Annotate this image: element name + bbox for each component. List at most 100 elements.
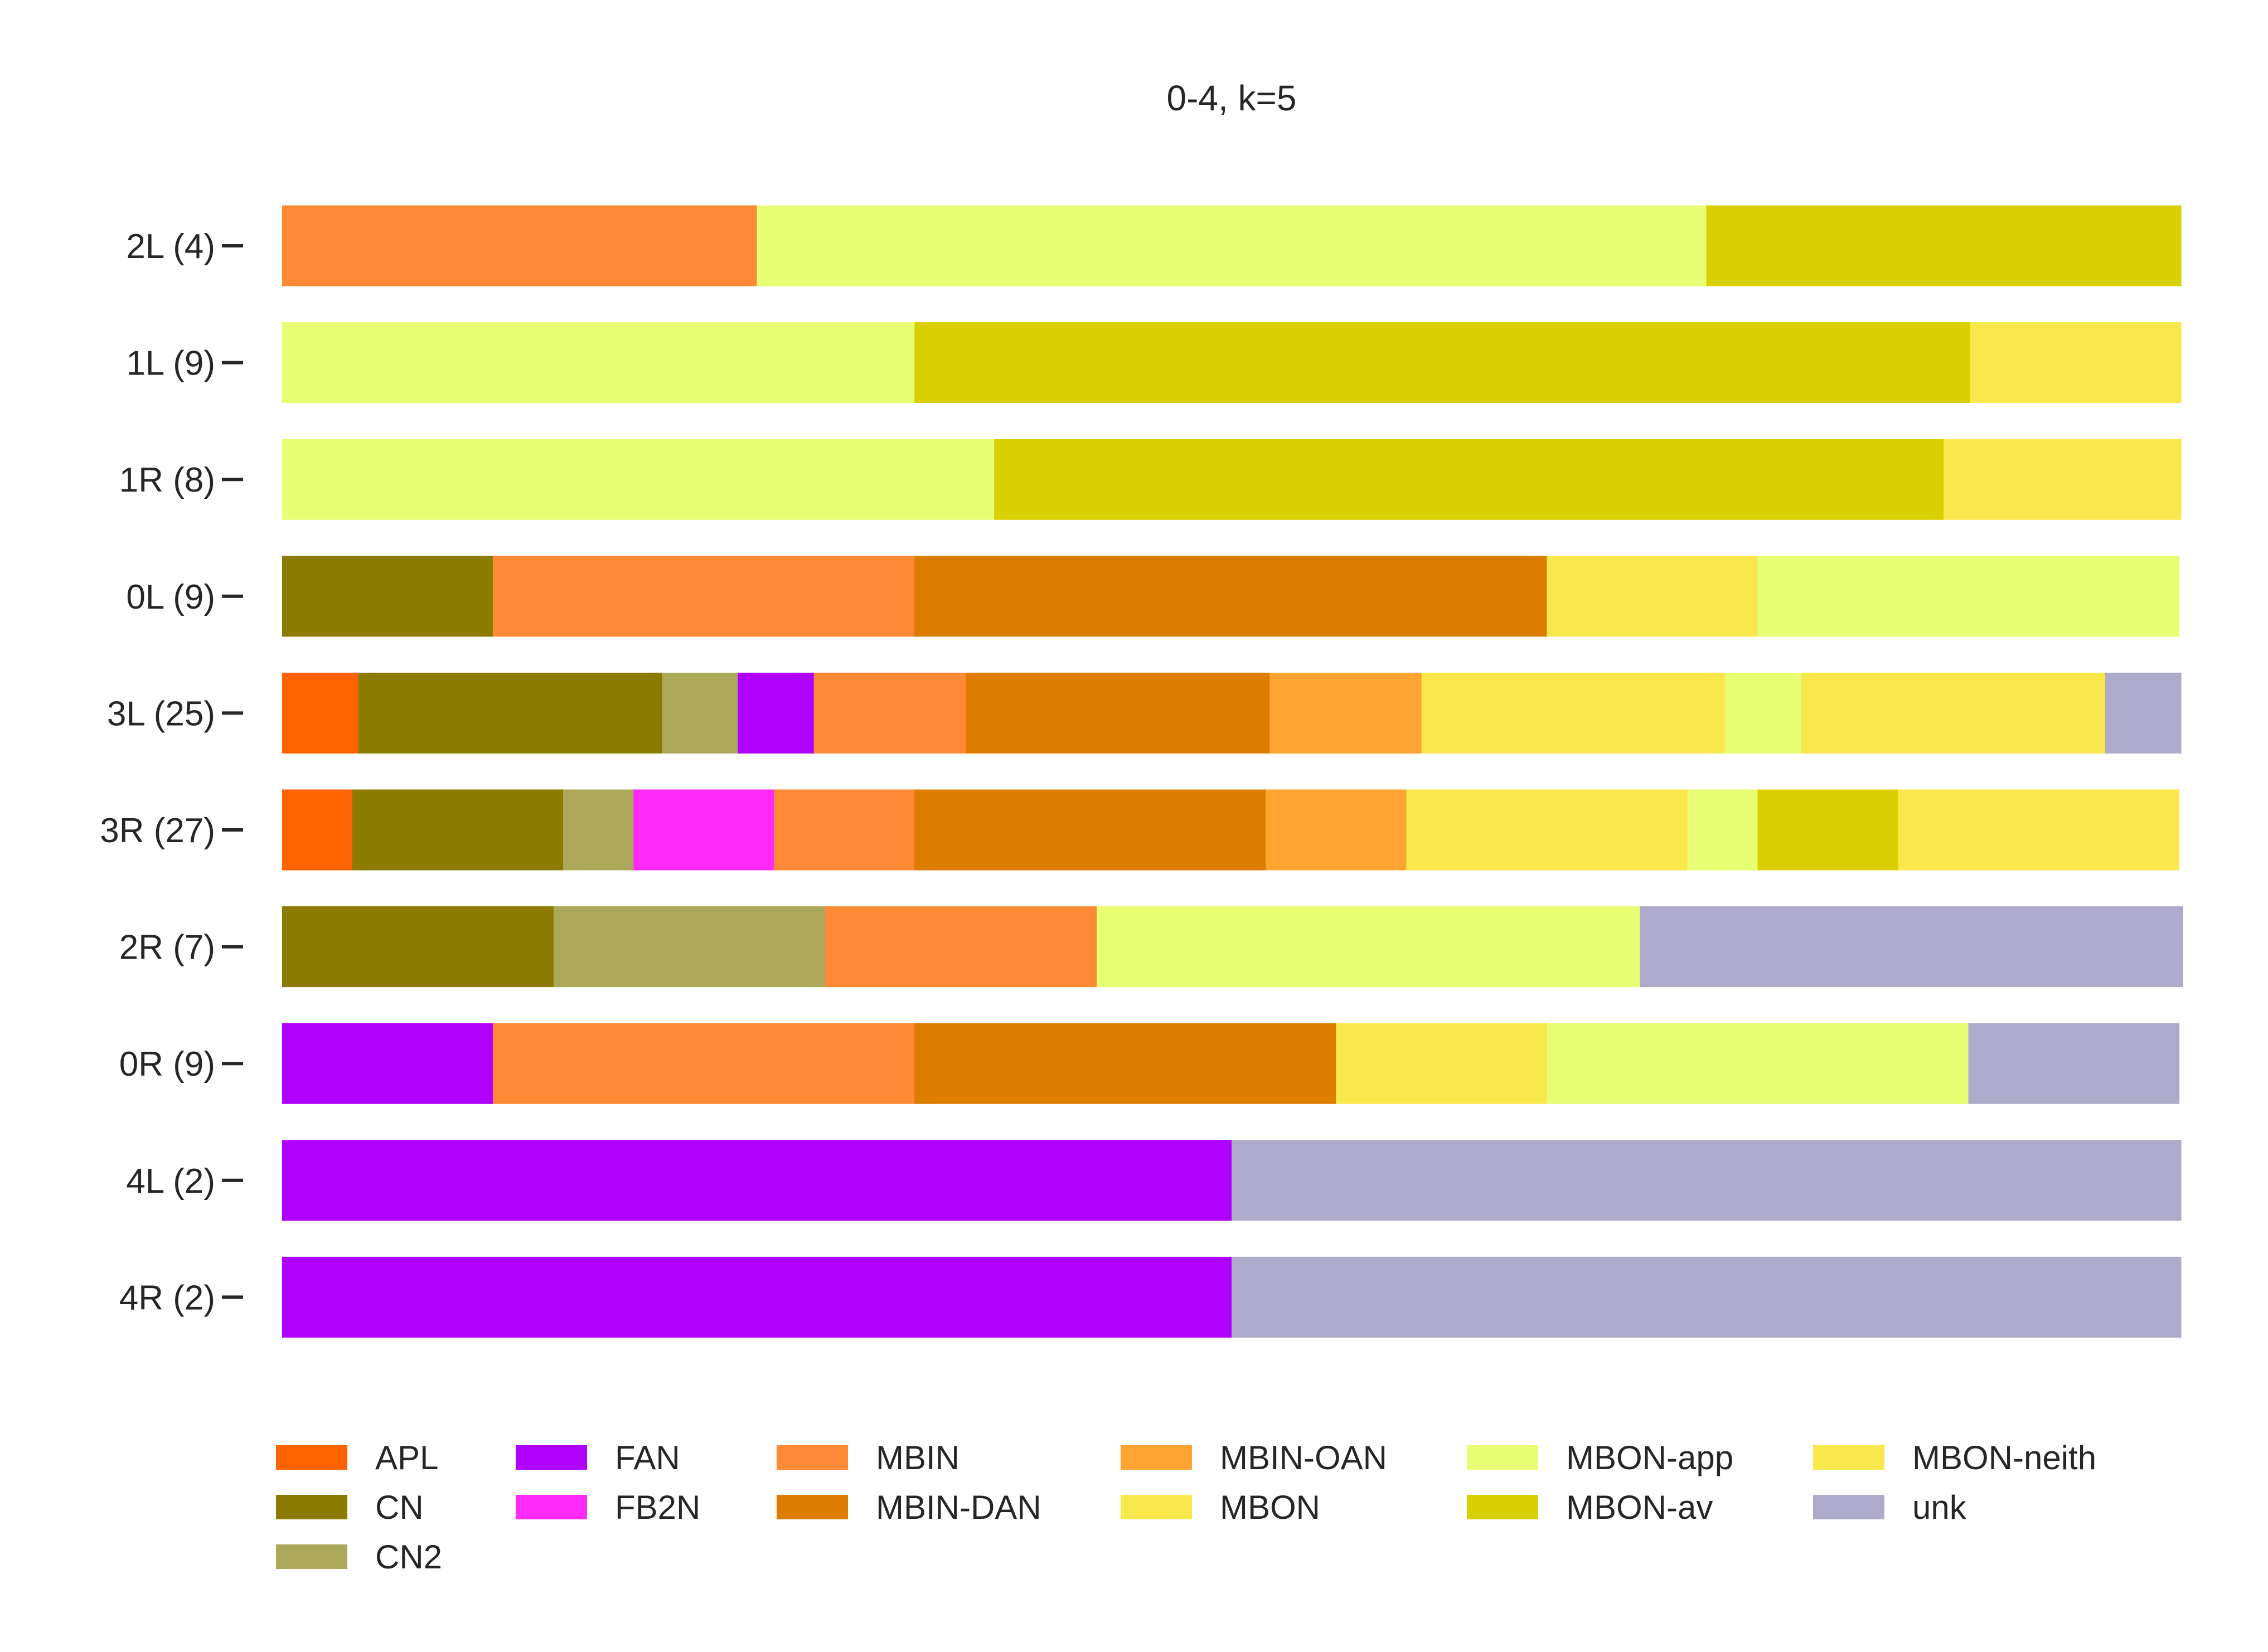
bar-segment-0r-9-mbin-dan bbox=[914, 1023, 1336, 1104]
bar-segment-1r-8-mbon-app bbox=[282, 439, 995, 520]
y-tick-label: 0L (9) bbox=[126, 578, 215, 616]
legend-swatch bbox=[1467, 1495, 1538, 1519]
y-tick-label: 1L (9) bbox=[126, 344, 215, 383]
bar-segment-0l-9-mbin-dan bbox=[914, 556, 1547, 637]
legend-item-mbon-neith: MBON-neith bbox=[1813, 1439, 2096, 1476]
legend-swatch bbox=[516, 1495, 587, 1519]
legend-label: MBIN-DAN bbox=[876, 1489, 1041, 1526]
bar-segment-0l-9-mbon-app bbox=[1757, 556, 2180, 637]
bar-segment-3l-25-cn2 bbox=[662, 672, 739, 754]
bar-segment-1l-9-mbon-app bbox=[282, 322, 915, 404]
y-tick-label: 3R (27) bbox=[100, 812, 215, 850]
legend-item-apl: APL bbox=[276, 1439, 438, 1476]
legend-label: FB2N bbox=[615, 1489, 700, 1526]
bar-segment-3l-25-cn bbox=[358, 672, 662, 754]
y-tick-label: 2R (7) bbox=[119, 929, 215, 967]
legend-item-mbin-dan: MBIN-DAN bbox=[777, 1489, 1041, 1526]
bar-segment-3r-27-mbin bbox=[774, 789, 915, 871]
legend-swatch bbox=[1467, 1445, 1538, 1470]
y-tick-label: 3L (25) bbox=[107, 694, 215, 733]
bar-segment-3r-27-cn2 bbox=[563, 789, 634, 871]
y-axis: 2L (4) 1L (9) 1R (8) 0L (9) 3L (25) 3R (27) 2R… bbox=[100, 227, 243, 1317]
bar-segment-3r-27-mbin-oan bbox=[1266, 789, 1407, 871]
bar-segment-4r-2-unk bbox=[1232, 1256, 2182, 1338]
bar-segment-0l-9-cn bbox=[282, 556, 493, 637]
bar-segment-3l-25-mbon-neith bbox=[1801, 672, 2106, 754]
legend-label: CN2 bbox=[375, 1538, 442, 1576]
legend-label: unk bbox=[1912, 1489, 1967, 1526]
legend-label: APL bbox=[375, 1439, 438, 1476]
y-tick-label: 1R (8) bbox=[119, 461, 215, 499]
legend-swatch bbox=[777, 1445, 848, 1470]
bar-segment-3l-25-unk bbox=[2105, 672, 2182, 754]
bar-segment-3l-25-mbin bbox=[813, 672, 966, 754]
bar-segment-1r-8-mbon-neith bbox=[1944, 439, 2182, 520]
bar-segment-0r-9-unk bbox=[1968, 1023, 2180, 1104]
legend-swatch bbox=[1121, 1445, 1192, 1470]
bar-segment-1r-8-mbon-av bbox=[994, 439, 1944, 520]
legend-item-mbin: MBIN bbox=[777, 1439, 959, 1476]
bar-segment-3r-27-mbon-neith bbox=[1898, 789, 2180, 871]
bar-segment-2l-4-mbin bbox=[282, 205, 758, 286]
bar-segment-3r-27-mbin-dan bbox=[914, 789, 1266, 871]
bar-segment-0r-9-fan bbox=[282, 1023, 493, 1104]
legend-label: MBON-neith bbox=[1912, 1439, 2096, 1476]
bar-segment-0r-9-mbon bbox=[1336, 1023, 1547, 1104]
bar-segment-3r-27-apl bbox=[282, 789, 353, 871]
legend-swatch bbox=[777, 1495, 848, 1519]
bar-segment-3l-25-apl bbox=[282, 672, 358, 754]
bar-segment-4l-2-unk bbox=[1232, 1140, 2182, 1221]
bar-segment-3l-25-mbon bbox=[1421, 672, 1726, 754]
legend-swatch bbox=[276, 1445, 347, 1470]
legend-item-cn2: CN2 bbox=[276, 1538, 442, 1576]
bar-segment-4l-2-fan bbox=[282, 1140, 1232, 1221]
bar-segment-0l-9-mbon bbox=[1547, 556, 1758, 637]
bar-segment-3r-27-mbon-app bbox=[1687, 789, 1758, 871]
y-tick-label: 4L (2) bbox=[126, 1162, 215, 1201]
legend-label: MBIN bbox=[876, 1439, 959, 1476]
bar-segment-2r-7-unk bbox=[1640, 906, 2184, 988]
legend-item-unk: unk bbox=[1813, 1489, 1967, 1526]
legend-item-mbon: MBON bbox=[1121, 1489, 1320, 1526]
bar-segment-2l-4-mbon-av bbox=[1706, 205, 2182, 286]
legend-swatch bbox=[276, 1544, 347, 1569]
y-tick-label: 4R (2) bbox=[119, 1279, 215, 1317]
bar-segment-2r-7-cn bbox=[282, 906, 554, 988]
legend: APL CN CN2 FAN FB2N MBIN MBIN-DAN MBIN-OAN MBON M… bbox=[276, 1439, 2096, 1576]
legend-swatch bbox=[276, 1495, 347, 1519]
bar-segment-2r-7-mbon-app bbox=[1097, 906, 1640, 988]
bar-segment-0l-9-mbin bbox=[493, 556, 915, 637]
bar-segment-3l-25-mbin-dan bbox=[966, 672, 1270, 754]
legend-swatch bbox=[1813, 1495, 1884, 1519]
bar-segment-3r-27-mbon bbox=[1406, 789, 1688, 871]
bar-segment-3r-27-cn bbox=[352, 789, 564, 871]
legend-item-cn: CN bbox=[276, 1489, 424, 1526]
legend-label: MBON-av bbox=[1566, 1489, 1713, 1526]
legend-label: FAN bbox=[615, 1439, 680, 1476]
legend-swatch bbox=[1121, 1495, 1192, 1519]
legend-label: MBON bbox=[1220, 1489, 1320, 1526]
bar-segment-3r-27-mbon-av bbox=[1757, 789, 1899, 871]
bar-segment-3l-25-fan bbox=[738, 672, 815, 754]
bar-segment-2r-7-mbin bbox=[825, 906, 1097, 988]
bar-segment-2r-7-cn2 bbox=[554, 906, 826, 988]
legend-label: MBIN-OAN bbox=[1220, 1439, 1387, 1476]
y-tick-label: 2L (4) bbox=[126, 227, 215, 266]
bar-segment-0r-9-mbin bbox=[493, 1023, 915, 1104]
legend-item-mbin-oan: MBIN-OAN bbox=[1121, 1439, 1387, 1476]
bar-segment-3l-25-mbin-oan bbox=[1269, 672, 1422, 754]
legend-swatch bbox=[516, 1445, 587, 1470]
bar-segment-0r-9-mbon-app bbox=[1547, 1023, 1969, 1104]
legend-label: CN bbox=[375, 1489, 424, 1526]
bar-segment-2l-4-mbon-app bbox=[757, 205, 1707, 286]
legend-item-fb2n: FB2N bbox=[516, 1489, 700, 1526]
legend-item-mbon-app: MBON-app bbox=[1467, 1439, 1733, 1476]
chart-title: 0-4, k=5 bbox=[1166, 78, 1296, 118]
y-tick-label: 0R (9) bbox=[119, 1045, 215, 1083]
bar-segment-4r-2-fan bbox=[282, 1256, 1232, 1338]
bar-segment-3r-27-fb2n bbox=[633, 789, 774, 871]
bar-segment-3l-25-mbon-app bbox=[1725, 672, 1802, 754]
bar-segment-1l-9-mbon-neith bbox=[1970, 322, 2182, 404]
